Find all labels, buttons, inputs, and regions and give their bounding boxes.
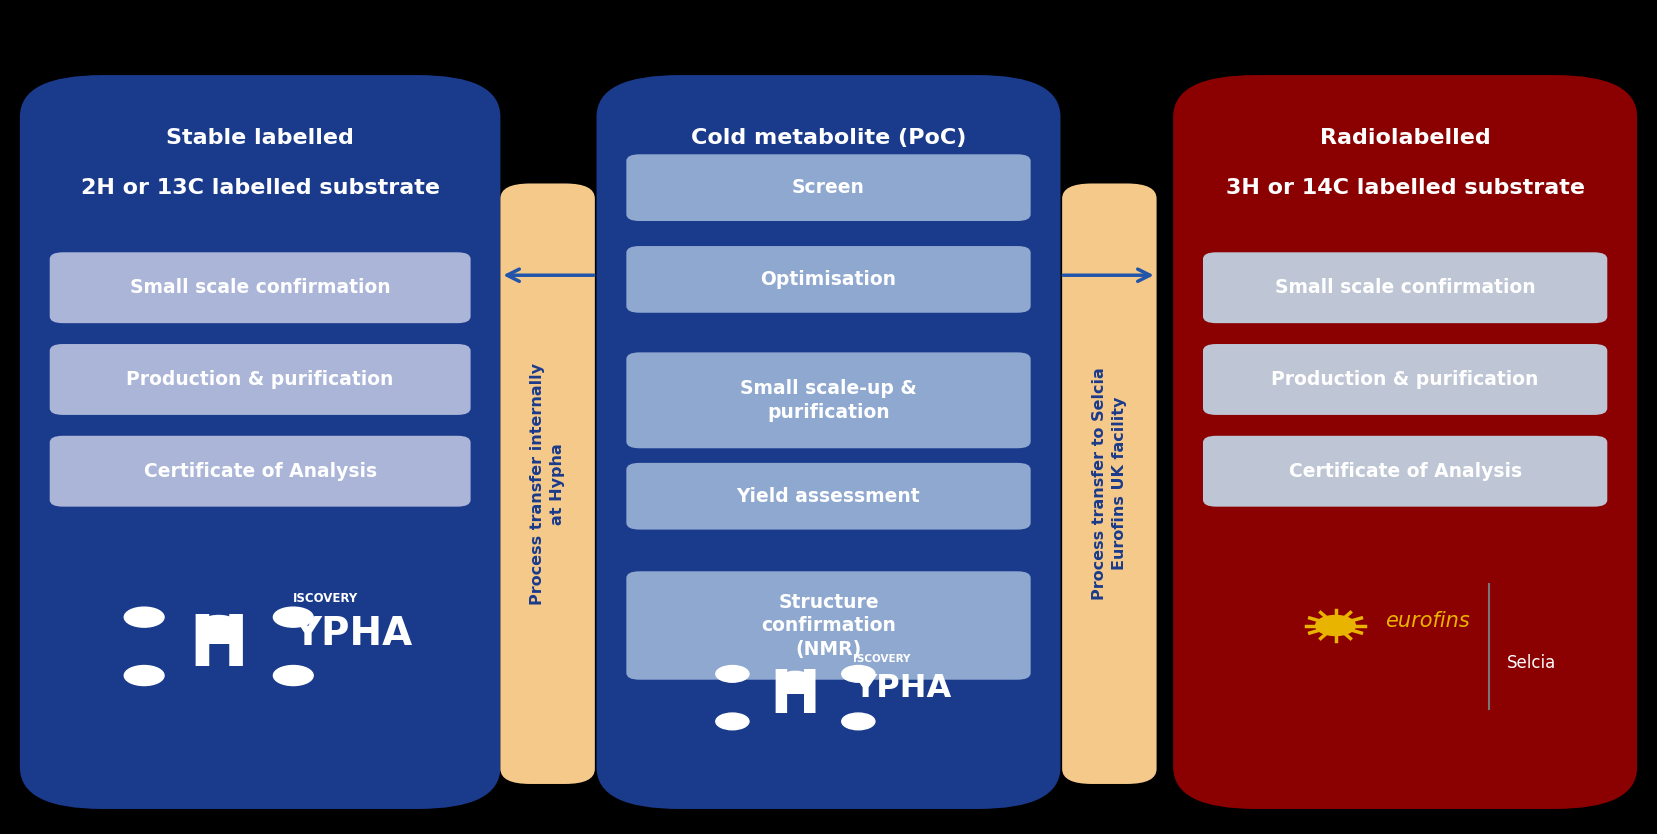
Text: Process transfer internally
at Hypha: Process transfer internally at Hypha <box>530 363 565 605</box>
Text: Small scale confirmation: Small scale confirmation <box>1274 279 1536 297</box>
Text: H: H <box>189 612 249 681</box>
Circle shape <box>779 671 812 688</box>
Text: Certificate of Analysis: Certificate of Analysis <box>1289 462 1521 480</box>
Circle shape <box>199 615 239 636</box>
Circle shape <box>842 713 875 730</box>
Circle shape <box>1316 615 1355 636</box>
Text: Stable labelled: Stable labelled <box>166 128 355 148</box>
FancyBboxPatch shape <box>50 435 471 506</box>
FancyBboxPatch shape <box>50 252 471 323</box>
FancyBboxPatch shape <box>1062 183 1157 784</box>
FancyBboxPatch shape <box>626 154 1031 221</box>
Text: Small scale confirmation: Small scale confirmation <box>129 279 391 297</box>
Text: Certificate of Analysis: Certificate of Analysis <box>144 462 376 480</box>
FancyBboxPatch shape <box>626 463 1031 530</box>
Circle shape <box>273 666 313 686</box>
Text: YPHA: YPHA <box>853 673 951 705</box>
FancyBboxPatch shape <box>50 344 471 414</box>
Text: Screen: Screen <box>792 178 865 197</box>
FancyBboxPatch shape <box>597 75 1060 809</box>
FancyBboxPatch shape <box>1173 75 1637 809</box>
Circle shape <box>716 713 749 730</box>
Text: 2H or 13C labelled substrate: 2H or 13C labelled substrate <box>81 178 439 198</box>
FancyBboxPatch shape <box>626 571 1031 680</box>
Text: Process transfer to Selcia
Eurofins UK facility: Process transfer to Selcia Eurofins UK f… <box>1092 367 1127 600</box>
Text: Production & purification: Production & purification <box>126 370 394 389</box>
FancyBboxPatch shape <box>1203 435 1607 506</box>
Text: Cold metabolite (PoC): Cold metabolite (PoC) <box>691 128 966 148</box>
Text: Radiolabelled: Radiolabelled <box>1319 128 1491 148</box>
FancyBboxPatch shape <box>1203 252 1607 323</box>
Circle shape <box>716 666 749 682</box>
Text: Optimisation: Optimisation <box>761 270 896 289</box>
Circle shape <box>124 666 164 686</box>
Text: ISCOVERY: ISCOVERY <box>853 654 911 664</box>
Text: H: H <box>771 667 820 726</box>
FancyBboxPatch shape <box>500 183 595 784</box>
Text: Structure
confirmation
(NMR): Structure confirmation (NMR) <box>761 592 896 659</box>
Circle shape <box>273 607 313 627</box>
Text: Production & purification: Production & purification <box>1271 370 1539 389</box>
Circle shape <box>124 607 164 627</box>
Text: ISCOVERY: ISCOVERY <box>293 592 358 605</box>
FancyBboxPatch shape <box>626 353 1031 449</box>
Text: Small scale-up &
purification: Small scale-up & purification <box>741 379 916 421</box>
FancyBboxPatch shape <box>626 246 1031 313</box>
Text: Selcia: Selcia <box>1508 654 1556 672</box>
Text: Yield assessment: Yield assessment <box>737 487 920 505</box>
Text: eurofins: eurofins <box>1385 611 1470 631</box>
Text: 3H or 14C labelled substrate: 3H or 14C labelled substrate <box>1226 178 1584 198</box>
FancyBboxPatch shape <box>20 75 500 809</box>
FancyBboxPatch shape <box>1203 344 1607 414</box>
Text: YPHA: YPHA <box>293 615 413 653</box>
Circle shape <box>842 666 875 682</box>
